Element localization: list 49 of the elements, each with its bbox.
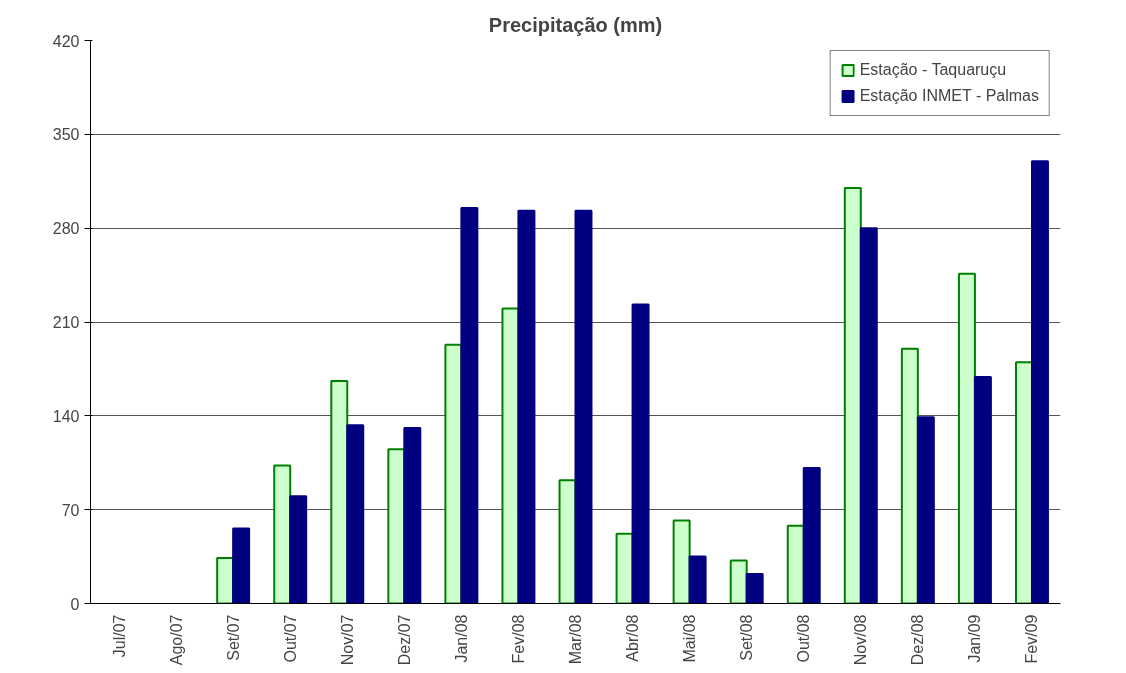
y-tick-label: 140 [52,407,80,425]
chart-title: Precipitação (mm) [488,13,663,36]
legend-label: Estação INMET - Palmas [859,87,1039,105]
bar [631,303,650,604]
legend-label: Estação - Taquaruçu [859,61,1007,79]
x-tick-label: Mai/08 [681,614,699,663]
bar [745,573,764,604]
x-tick-label: Fev/08 [509,614,527,664]
bar [859,227,878,604]
bar [900,347,919,604]
bar [916,416,935,604]
y-tick-label: 210 [52,314,80,331]
y-tick-label: 280 [52,220,80,238]
bar [729,559,748,604]
x-tick-label: Dez/08 [909,614,927,666]
bar [232,527,251,604]
bar [957,272,976,604]
bar [517,209,536,604]
x-tick-label: Set/07 [224,614,242,661]
bar [289,495,308,604]
y-tick-label: 420 [52,32,80,50]
y-tick-label: 0 [70,595,80,613]
bar [460,207,479,604]
bar [330,379,349,604]
x-tick-label: Ago/07 [167,614,185,666]
x-tick-label: Set/08 [738,614,756,661]
x-tick-label: Jan/09 [966,614,984,663]
bar [574,209,593,604]
bar [403,426,422,604]
x-tick-label: Abr/08 [624,614,642,662]
x-tick-label: Mar/08 [567,614,584,665]
y-tick-label: 350 [52,126,80,144]
bar [672,519,691,604]
y-tick-label: 70 [61,501,80,519]
x-tick-label: Dez/07 [395,614,413,666]
x-tick-label: Jan/08 [452,614,470,663]
bar [688,555,707,604]
x-tick-label: Out/08 [795,614,813,663]
bar [346,424,365,604]
bar [973,375,992,604]
x-tick-label: Jul/07 [110,614,128,658]
bar [802,467,821,604]
x-tick-label: Nov/08 [852,614,870,666]
bar [843,186,862,604]
bar [273,464,292,604]
x-tick-label: Nov/07 [338,614,356,666]
x-tick-label: Out/07 [281,614,299,663]
x-tick-label: Fev/09 [1023,614,1041,664]
bar [1030,160,1049,604]
